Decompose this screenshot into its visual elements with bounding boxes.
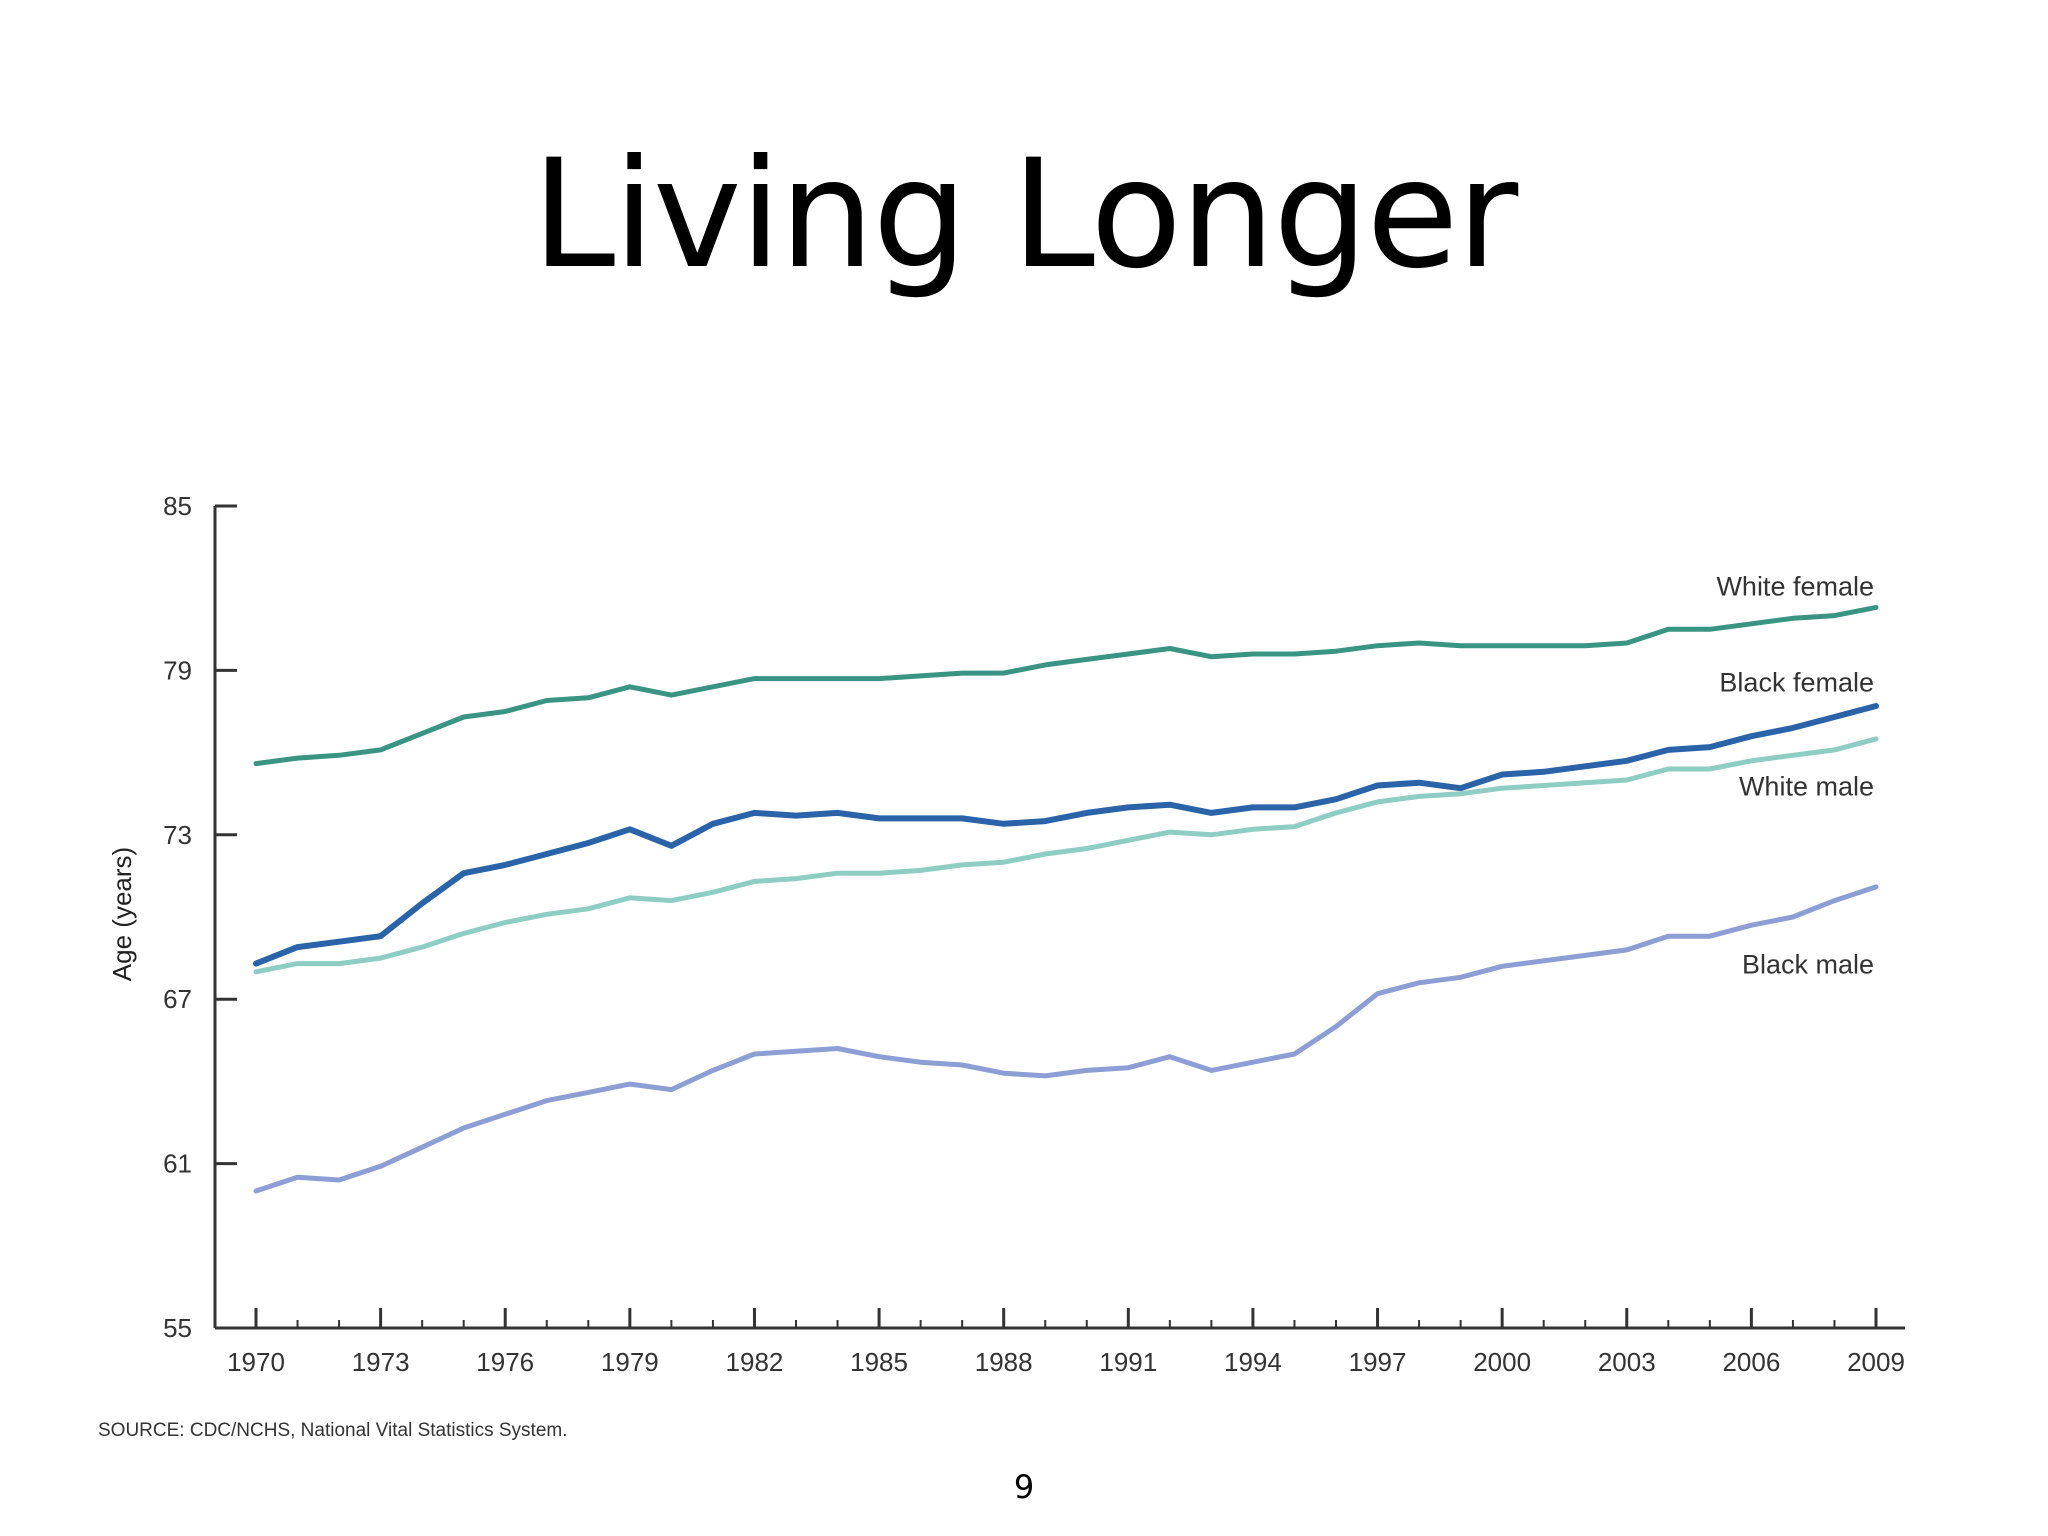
x-tick-label: 1982: [726, 1347, 784, 1377]
x-tick-label: 1979: [601, 1347, 659, 1377]
series-label-white-male: White male: [1739, 771, 1874, 801]
x-tick-label: 2006: [1722, 1347, 1780, 1377]
y-tick-label: 55: [163, 1313, 192, 1343]
series-label-black-male: Black male: [1742, 950, 1874, 980]
y-tick-label: 85: [163, 491, 192, 521]
chart-series-lines: [253, 604, 1879, 1194]
series-line-white-female: [253, 604, 1879, 767]
x-tick-label: 2009: [1847, 1347, 1905, 1377]
series-label-black-female: Black female: [1719, 667, 1874, 697]
y-tick-label: 79: [163, 655, 192, 685]
x-tick-label: 1985: [850, 1347, 908, 1377]
x-tick-label: 1976: [476, 1347, 534, 1377]
series-line-black-female: [253, 703, 1879, 967]
page-number: 9: [1013, 1468, 1035, 1506]
series-line-white-male: [253, 736, 1879, 975]
x-tick-label: 1997: [1349, 1347, 1407, 1377]
series-line-black-male: [253, 884, 1879, 1194]
chart-axes: 55 61 67 73 79 85 1970 1973 1976 1979 1982 1985 1988…: [163, 491, 1905, 1377]
x-tick-label: 2003: [1598, 1347, 1656, 1377]
y-tick-label: 67: [163, 984, 192, 1014]
slide-title: Living Longer: [531, 128, 1519, 302]
source-note: SOURCE: CDC/NCHS, National Vital Statist…: [98, 1420, 568, 1441]
x-tick-label: 1988: [975, 1347, 1033, 1377]
chart-series-labels: White female Black female White male Black …: [1716, 571, 1874, 979]
y-tick-label: 73: [163, 820, 192, 850]
series-label-white-female: White female: [1716, 571, 1874, 601]
x-tick-label: 2000: [1473, 1347, 1531, 1377]
y-axis-label: Age (years): [107, 847, 137, 981]
x-tick-label: 1994: [1224, 1347, 1282, 1377]
y-tick-label: 61: [163, 1149, 192, 1179]
x-tick-label: 1991: [1099, 1347, 1157, 1377]
x-tick-label: 1970: [227, 1347, 285, 1377]
x-tick-label: 1973: [352, 1347, 410, 1377]
